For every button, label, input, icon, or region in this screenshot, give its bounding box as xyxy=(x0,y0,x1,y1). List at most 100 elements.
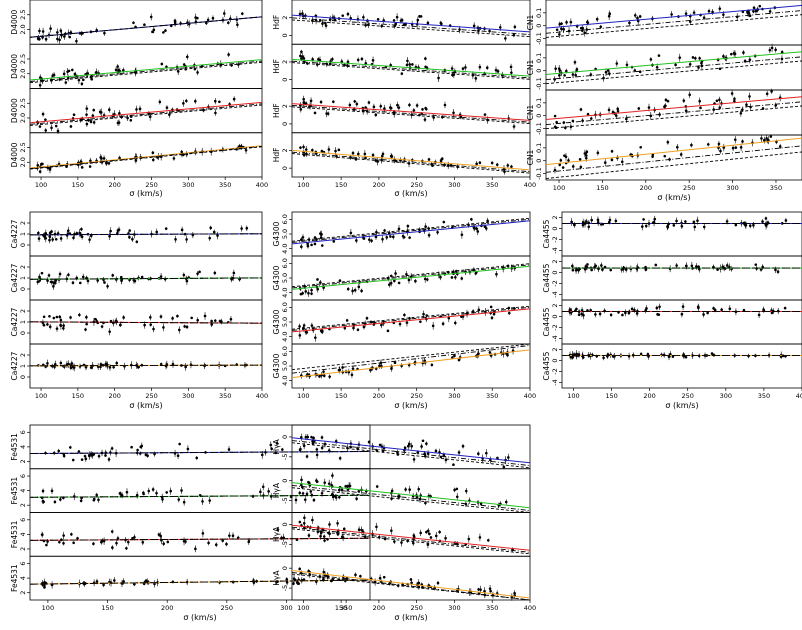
y-tick-label: 6 xyxy=(19,430,27,434)
data-point xyxy=(555,120,558,124)
data-point xyxy=(554,67,557,70)
data-point xyxy=(319,530,323,533)
x-tick-label: 200 xyxy=(108,181,120,189)
data-point xyxy=(86,279,90,283)
data-point xyxy=(102,157,106,160)
data-point xyxy=(203,314,207,318)
data-point xyxy=(310,288,313,292)
data-point xyxy=(455,495,459,499)
y-tick-label: 2 xyxy=(551,259,559,263)
data-point xyxy=(178,442,181,446)
x-tick-label: 150 xyxy=(72,392,84,400)
y-tick-label: 4 xyxy=(19,532,27,536)
data-point xyxy=(304,435,308,439)
data-point xyxy=(351,151,355,155)
data-point xyxy=(436,230,439,234)
data-point xyxy=(56,232,60,235)
data-point xyxy=(302,57,306,60)
data-point xyxy=(496,456,499,460)
data-point xyxy=(281,448,284,451)
data-point xyxy=(569,20,573,24)
data-point xyxy=(354,157,358,161)
data-point xyxy=(349,156,352,159)
data-point xyxy=(731,146,735,150)
data-point xyxy=(142,492,145,496)
data-point xyxy=(85,315,88,319)
data-point xyxy=(119,275,123,279)
data-point xyxy=(116,121,120,125)
data-point xyxy=(476,230,480,233)
data-point xyxy=(309,490,313,493)
data-point xyxy=(292,582,295,585)
data-point xyxy=(305,492,309,496)
data-point xyxy=(776,270,780,274)
data-point xyxy=(410,581,413,585)
y-tick-label: 0 xyxy=(19,243,27,247)
data-point xyxy=(122,316,125,319)
data-point xyxy=(442,453,446,457)
data-point xyxy=(365,316,369,320)
data-point xyxy=(94,71,98,74)
data-point xyxy=(582,314,585,317)
data-point xyxy=(62,72,66,76)
data-point xyxy=(419,531,422,535)
data-point xyxy=(205,21,208,25)
data-point xyxy=(710,352,714,355)
data-point xyxy=(691,56,695,59)
y-axis-label: HγA xyxy=(272,526,281,542)
data-point xyxy=(684,355,688,359)
data-point xyxy=(59,29,63,32)
data-point xyxy=(213,99,217,103)
data-point xyxy=(143,23,146,27)
y-tick-label: 2 xyxy=(19,309,27,313)
x-tick-label: 300 xyxy=(182,181,194,189)
y-tick-label: 2.5 xyxy=(19,98,27,108)
data-point xyxy=(322,374,326,378)
y-axis-label: D4000 xyxy=(10,9,19,34)
x-tick-label: 300 xyxy=(280,604,292,612)
data-point xyxy=(581,221,585,224)
data-point xyxy=(80,227,83,231)
y-tick-label: 2.0 xyxy=(19,24,27,34)
data-point xyxy=(460,233,464,237)
data-point xyxy=(305,455,309,458)
panel-4: 4.05.06.0G43004.05.06.0G43004.05.06.0G43… xyxy=(272,211,536,410)
data-point xyxy=(59,237,63,240)
data-point xyxy=(149,316,152,319)
data-point xyxy=(92,108,96,112)
data-point xyxy=(62,324,65,327)
data-point xyxy=(80,235,84,239)
y-tick-label: 2.5 xyxy=(19,142,27,152)
data-point xyxy=(475,227,478,230)
data-point xyxy=(408,63,411,66)
data-point xyxy=(558,33,561,36)
data-point xyxy=(614,219,618,223)
x-tick-label: 200 xyxy=(373,604,385,612)
data-point xyxy=(752,223,755,227)
data-point xyxy=(774,268,777,272)
data-point xyxy=(322,570,326,574)
data-point xyxy=(309,99,313,103)
data-point xyxy=(285,578,289,581)
subplot-frame xyxy=(291,512,531,557)
data-point xyxy=(334,149,337,153)
data-point xyxy=(345,319,349,322)
x-tick-label: 150 xyxy=(335,181,347,189)
data-point xyxy=(569,355,573,359)
data-point xyxy=(48,314,51,318)
data-point xyxy=(81,275,85,279)
data-point xyxy=(299,292,303,296)
data-point xyxy=(769,135,773,138)
data-point xyxy=(405,273,408,276)
data-point xyxy=(414,279,417,283)
data-point xyxy=(128,278,131,282)
data-point xyxy=(426,543,430,546)
data-point xyxy=(80,82,84,86)
data-point xyxy=(485,451,488,455)
data-point xyxy=(699,106,702,110)
model-line xyxy=(291,19,531,38)
